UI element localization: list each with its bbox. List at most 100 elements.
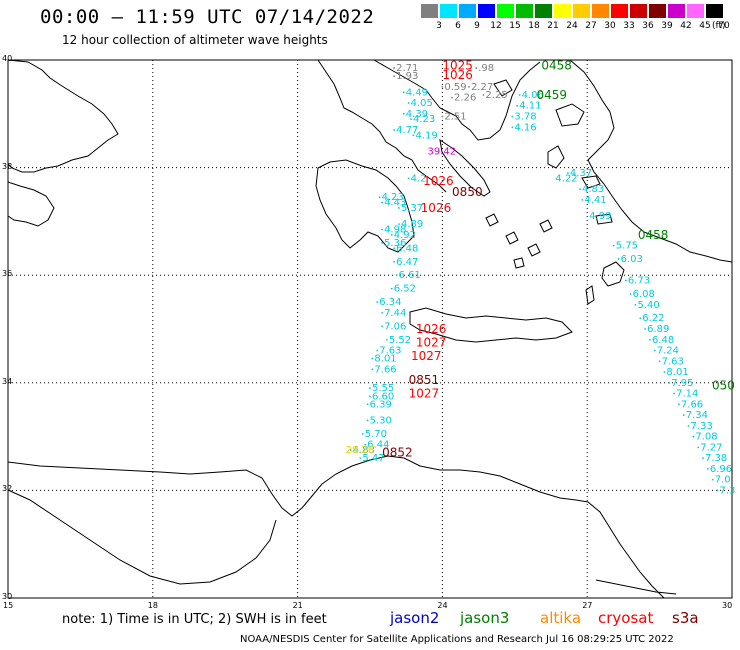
legend-swatch [497,4,514,18]
track-point [511,126,514,129]
lat-lon-grid [8,60,732,598]
coastlines [7,59,733,599]
track-point [369,387,371,390]
wave-height-value: 6.61 [399,270,421,281]
track-point [579,188,581,191]
wave-height-value: 4.23 [382,192,404,203]
track-point [644,328,647,330]
legend-swatch [649,4,666,18]
track-point [398,223,400,225]
track-point [711,478,714,481]
track-point [511,115,514,118]
wave-height-value: 4.89 [401,219,423,230]
wave-height-value: 5.47 [362,453,384,464]
track-point [410,118,412,121]
wave-height-value: 4.22 [555,173,577,184]
track-point [697,446,700,449]
legend-label: 9 [474,21,480,31]
wave-height-value: 5.75 [616,241,638,252]
wave-height-value: 4.16 [514,122,536,133]
track-point [369,395,371,398]
track-point [658,360,661,363]
legend-label: 36 [642,21,654,31]
wave-height-value: 7.66 [374,364,396,375]
legend-swatch [421,4,438,18]
track-point [376,349,379,352]
wave-height-value: 6.60 [372,391,394,402]
coast-egypt-delta [595,579,677,595]
wave-height-value: 6.08 [633,289,655,300]
lon-label: 30 [722,601,733,610]
coast-sicily [7,181,55,227]
lat-label: 32 [2,484,13,494]
wave-height-value: 4.2 [411,173,427,184]
wave-height-value: 4.23 [413,114,435,125]
wave-height-value: 6.39 [370,399,392,410]
legend-swatch [478,4,495,18]
wave-height-value: 2.26 [454,93,476,104]
wave-height-value: 4.43 [384,198,406,209]
pass-time-label: 1027 [411,349,442,363]
lon-label: 27 [582,601,593,610]
satellite-legend-item: cryosat [598,609,654,627]
legend-swatch [630,4,647,18]
wave-height-value: 4.83 [353,445,375,456]
wave-height-value: 6.52 [394,284,416,295]
wave-height-value: 2.51 [444,111,466,122]
wave-height-value: 4.77 [396,125,418,136]
pass-time-label: 0852 [382,446,413,460]
legend-label: 15 [509,21,521,31]
track-point [716,489,719,492]
wave-height-value: 4.83 [582,184,604,195]
wave-height-value: 8.01 [666,367,688,378]
track-point [441,115,444,118]
track-point [518,94,521,96]
legend-swatch [440,4,457,18]
wave-height-value: 5.55 [372,383,394,394]
coast-cyclades-4 [513,257,525,269]
legend-swatch [516,4,533,18]
wave-height-value: 39.42 [428,146,457,157]
coast-cyclades-2 [505,231,519,245]
coast-greece-west [317,59,447,193]
lat-label: 38 [2,161,13,171]
wave-height-value: 6.47 [396,257,418,268]
track-point [516,104,519,107]
track-point [682,414,685,416]
wave-height-value: 7.95 [671,378,693,389]
wave-height-value: 6.44 [367,440,389,451]
track-point [376,301,379,303]
footer-credit: NOAA/NESDIS Center for Satellite Applica… [240,634,674,645]
track-point [673,392,675,395]
page-subtitle: 12 hour collection of altimeter wave hei… [62,33,328,47]
altimeter-tracks [349,67,719,492]
legend-label: 6 [455,21,461,31]
track-point [629,293,632,295]
wave-height-value: 6.22 [642,313,664,324]
track-point [381,242,383,244]
track-point [398,207,400,209]
satellite-legend-item: altika [540,609,582,627]
wave-height-value: .98 [478,63,494,74]
coast-lemnos [493,79,513,97]
coast-greece-north [373,59,541,141]
lon-label: 21 [292,601,303,610]
satellite-legend-item: jason3 [460,609,510,627]
track-point [412,134,415,137]
lat-label: 36 [2,269,13,279]
track-point [581,198,584,201]
legend-swatch [592,4,609,18]
wave-height-value: 4.05 [411,98,433,109]
wave-height-value: 2.71 [396,63,418,74]
legend-swatch [554,4,571,18]
track-point [393,247,396,250]
track-point [706,467,709,470]
legend-swatch [573,4,590,18]
wave-height-value: 6.48 [396,243,418,254]
coast-evia [439,138,491,197]
wave-height-value: 4.92 [394,230,416,241]
wave-height-value: 5.30 [370,415,392,426]
wave-height-value: 4.49 [406,87,428,98]
legend-swatch [687,4,704,18]
